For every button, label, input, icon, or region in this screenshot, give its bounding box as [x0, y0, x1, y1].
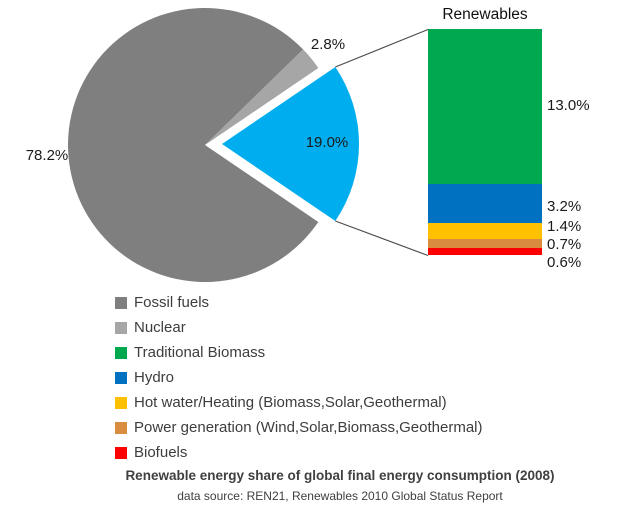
bar-pct-label-hot-water-heating-biomass-solar-geothermal-: 1.4% [547, 218, 582, 235]
pie-label-renewables: 19.0% [305, 134, 349, 151]
legend-label: Traditional Biomass [134, 344, 266, 361]
legend-item-power-generation-wind-solar-biomass-geothermal-: Power generation (Wind,Solar,Biomass,Geo… [115, 415, 575, 440]
legend-swatch-icon [115, 421, 127, 434]
connector-lines [335, 28, 429, 257]
bar-pct-label-power-generation-wind-solar-biomass-geothermal-: 0.7% [547, 236, 582, 253]
legend-label: Hot water/Heating (Biomass,Solar,Geother… [134, 394, 447, 411]
bar-segment-hydro [428, 184, 542, 223]
legend-item-biofuels: Biofuels [115, 440, 575, 465]
legend-swatch-icon [115, 321, 127, 334]
connector-line-bottom [335, 220, 429, 257]
legend-item-hot-water-heating-biomass-solar-geothermal-: Hot water/Heating (Biomass,Solar,Geother… [115, 390, 575, 415]
pie-slice-fossil-fuels [68, 8, 319, 283]
legend-item-hydro: Hydro [115, 365, 575, 390]
pie-slices [68, 8, 360, 283]
legend-label: Fossil fuels [134, 294, 210, 311]
legend-label: Biofuels [134, 444, 188, 461]
chart-caption: Renewable energy share of global final e… [125, 468, 555, 483]
bar-segment-hot-water-heating-biomass-solar-geothermal- [428, 222, 542, 240]
legend-label: Hydro [134, 369, 175, 386]
legend-swatch-icon [115, 296, 127, 309]
bar-segment-traditional-biomass [428, 29, 542, 185]
pie-label-nuclear: 2.8% [310, 36, 346, 53]
bar-segment-power-generation-wind-solar-biomass-geothermal- [428, 239, 542, 248]
legend-swatch-icon [115, 446, 127, 459]
bar-pct-label-biofuels: 0.6% [547, 254, 582, 271]
legend-label: Nuclear [134, 319, 186, 336]
legend-swatch-icon [115, 396, 127, 409]
bar-pct-label-hydro: 3.2% [547, 198, 582, 215]
renewables-stacked-bar [428, 29, 542, 256]
legend-label: Power generation (Wind,Solar,Biomass,Geo… [134, 419, 483, 436]
legend-item-nuclear: Nuclear [115, 315, 575, 340]
bar-segment-biofuels [428, 247, 542, 255]
legend-swatch-icon [115, 371, 127, 384]
connector-line-top [335, 28, 429, 68]
legend-item-traditional-biomass: Traditional Biomass [115, 340, 575, 365]
pie-label-fossil-fuels: 78.2% [25, 147, 69, 164]
bar-pct-label-traditional-biomass: 13.0% [547, 97, 590, 114]
bar-title: Renewables [442, 6, 528, 23]
data-source-caption: data source: REN21, Renewables 2010 Glob… [177, 489, 503, 503]
pie-slice-renewables [222, 66, 360, 222]
legend-swatch-icon [115, 346, 127, 359]
legend-item-fossil-fuels: Fossil fuels [115, 290, 575, 315]
legend: Fossil fuels Nuclear Traditional Biomass Hy… [115, 290, 575, 465]
pie-slice-nuclear [205, 49, 319, 145]
